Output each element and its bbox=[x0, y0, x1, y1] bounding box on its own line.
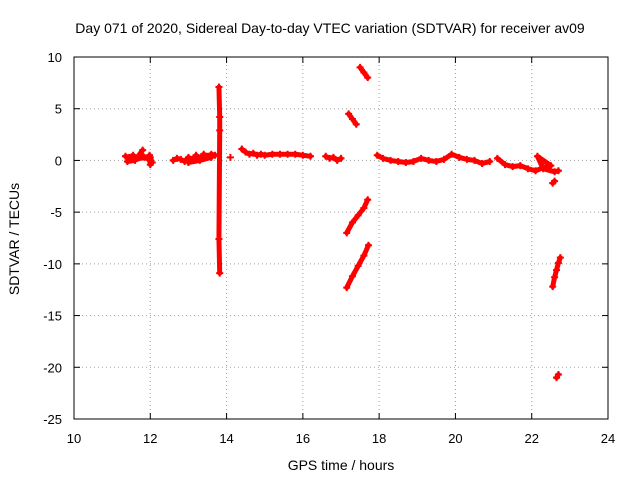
y-tick-label: 0 bbox=[55, 153, 62, 168]
series-outliers-13.8 bbox=[215, 83, 224, 277]
y-tick-label: -25 bbox=[43, 412, 62, 427]
series-points-22.7-bottom bbox=[553, 371, 562, 382]
series-segment-22.6-low bbox=[549, 254, 564, 291]
y-tick-label: -5 bbox=[50, 205, 62, 220]
series-cluster-21-22.8 bbox=[493, 152, 562, 176]
series-segment-17.2-low bbox=[343, 241, 372, 292]
x-axis-label: GPS time / hours bbox=[288, 457, 395, 473]
grid bbox=[74, 57, 608, 419]
plot-frame bbox=[73, 56, 609, 420]
series-band bbox=[323, 153, 344, 163]
series-band bbox=[122, 147, 148, 164]
y-tick-label: -10 bbox=[43, 257, 62, 272]
series-band bbox=[239, 146, 313, 159]
series-segment-17.3-up bbox=[345, 110, 360, 128]
data-point bbox=[226, 153, 234, 161]
series-band bbox=[550, 178, 558, 186]
axis-ticks: 10 12 14 16 18 20 22 24 -25 -20 -15 -10 -5 0 5 10 bbox=[43, 50, 615, 446]
chart-title: Day 071 of 2020, Sidereal Day-to-day VTE… bbox=[75, 20, 585, 36]
series-cluster-16.5 bbox=[322, 152, 345, 164]
y-tick-label: -15 bbox=[43, 309, 62, 324]
series-cluster-12.0 bbox=[144, 151, 156, 169]
series-band bbox=[554, 372, 561, 381]
series-band bbox=[145, 152, 155, 168]
series-segment-17.5-top bbox=[356, 63, 372, 82]
y-axis-label: SDTVAR / TECUs bbox=[6, 183, 22, 295]
x-tick-label: 14 bbox=[219, 431, 233, 446]
series-band bbox=[357, 64, 371, 81]
series-cluster-18-21 bbox=[373, 150, 494, 168]
y-tick-label: -20 bbox=[43, 360, 62, 375]
x-tick-label: 22 bbox=[524, 431, 538, 446]
series-points-22.6 bbox=[549, 177, 559, 187]
series-band bbox=[346, 111, 359, 127]
y-tick-label: 10 bbox=[48, 50, 62, 65]
series-band bbox=[550, 255, 563, 290]
series-cluster-12.6 bbox=[169, 150, 219, 166]
series-cluster-14.5 bbox=[238, 145, 314, 160]
x-tick-label: 16 bbox=[296, 431, 310, 446]
series-band bbox=[374, 151, 493, 167]
x-tick-label: 20 bbox=[448, 431, 462, 446]
series-cluster-11.3 bbox=[121, 146, 149, 165]
x-tick-label: 24 bbox=[601, 431, 615, 446]
series-band bbox=[344, 242, 371, 291]
series-band bbox=[344, 197, 371, 236]
x-tick-label: 10 bbox=[67, 431, 81, 446]
x-tick-label: 12 bbox=[143, 431, 157, 446]
y-tick-label: 5 bbox=[55, 102, 62, 117]
series-point-14.1 bbox=[226, 153, 234, 161]
x-tick-label: 18 bbox=[372, 431, 386, 446]
series-band bbox=[494, 153, 561, 175]
scatter-marks bbox=[121, 63, 564, 382]
series-segment-17.2-mid bbox=[343, 196, 372, 237]
series-band bbox=[170, 151, 218, 165]
series-band bbox=[216, 84, 223, 276]
